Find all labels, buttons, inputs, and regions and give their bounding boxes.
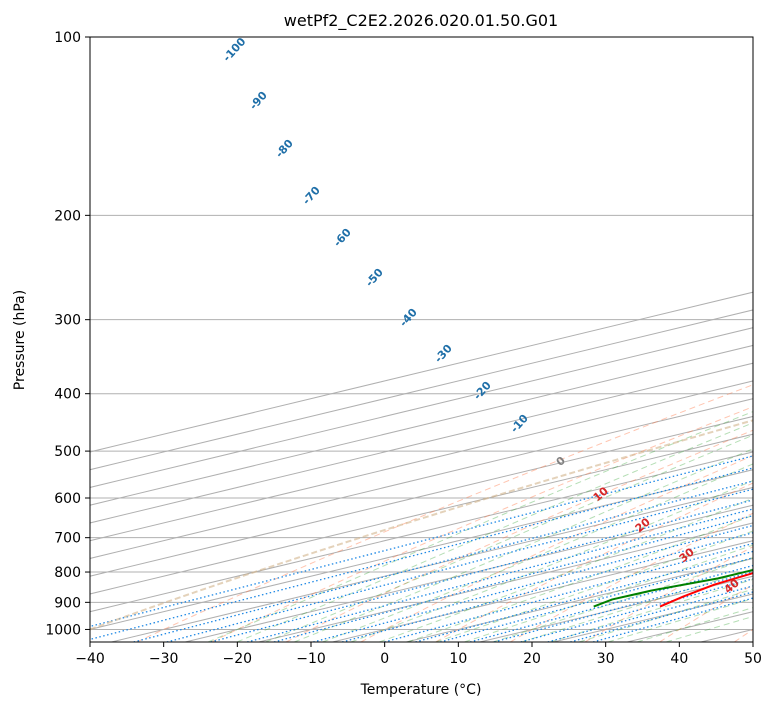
x-tick-label: 40 [670, 651, 688, 667]
y-tick-label: 200 [54, 208, 81, 224]
isotherm-line [90, 398, 753, 559]
axes: −40 −30 −20 −10 0 10 20 30 40 50 100 200 300 400 500 60… [45, 30, 762, 667]
moist-adiabat-line [379, 497, 753, 642]
x-tick-label: −20 [223, 651, 253, 667]
y-tick-label: 400 [54, 387, 81, 403]
x-tick-label: −40 [75, 651, 105, 667]
x-tick-label: 20 [523, 651, 541, 667]
mixing-ratio-line [494, 571, 753, 642]
isotherm-line [90, 309, 753, 471]
moist-adiabat-line [464, 544, 753, 642]
plot-frame [89, 36, 754, 643]
moist-adiabat-line [294, 448, 753, 642]
x-axis-label: Temperature (°C) [360, 682, 482, 698]
dry-adiabat-line [435, 482, 753, 642]
mixing-ratio-line [341, 532, 753, 642]
isotherm-line [185, 504, 753, 642]
x-tick-label: 30 [597, 651, 615, 667]
y-tick-label: 100 [54, 30, 81, 46]
y-tick-label: 500 [54, 444, 81, 460]
mixing-ratio-line [440, 557, 753, 642]
y-tick-label: 300 [54, 313, 81, 329]
x-tick-label: −10 [296, 651, 326, 667]
moist-adiabat-line [236, 422, 753, 642]
isotherm-line [90, 415, 753, 577]
y-tick-label: 1000 [45, 622, 81, 638]
mixing-ratio-line [90, 467, 753, 641]
dry-adiabat-line [584, 546, 753, 642]
x-tick-label: −30 [149, 651, 179, 667]
mixing-ratio-line [133, 480, 753, 642]
isotherm-line [90, 291, 753, 453]
isotherm-line [332, 540, 753, 642]
y-tick-label: 700 [54, 531, 81, 547]
mixing-ratio-line [570, 591, 753, 642]
isotherm-line [90, 469, 753, 630]
mixing-ratio-line [210, 499, 753, 642]
x-tick-label: 50 [744, 651, 762, 667]
y-tick-label: 600 [54, 491, 81, 507]
moist-adiabat-line [207, 411, 753, 642]
mixing-ratio-line [166, 488, 753, 642]
moist-adiabat-line [521, 568, 753, 642]
x-tick-label: 10 [449, 651, 467, 667]
mixing-ratio-line [246, 508, 753, 642]
y-axis-label: Pressure (hPa) [12, 290, 28, 390]
isotherm-line [111, 486, 753, 642]
isotherm-line [258, 522, 753, 642]
isotherm-line [90, 451, 753, 613]
moist-adiabat-line [435, 530, 753, 642]
isotherm-line [90, 433, 753, 595]
y-tick-label: 900 [54, 595, 81, 611]
moist-adiabat-line [578, 588, 753, 642]
dry-adiabat-line [285, 429, 753, 642]
background-lines [90, 37, 753, 642]
x-tick-label: 0 [380, 651, 389, 667]
mixing-ratio-line [592, 597, 753, 642]
moist-adiabat-line [322, 463, 753, 642]
dry-adiabat-line [360, 455, 753, 642]
mixing-ratio-line [520, 578, 753, 642]
dry-adiabat-line [509, 512, 753, 642]
mixing-ratio-line [547, 585, 753, 642]
chart-title: wetPf2_C2E2.2026.020.01.50.G01 [284, 11, 558, 31]
dry-adiabat-line [136, 384, 753, 642]
mixing-ratio-line [469, 564, 753, 642]
isotherm-line [90, 327, 753, 488]
moist-adiabat-line [265, 434, 753, 642]
y-tick-label: 800 [54, 565, 81, 581]
moist-adiabat-line [550, 578, 753, 642]
